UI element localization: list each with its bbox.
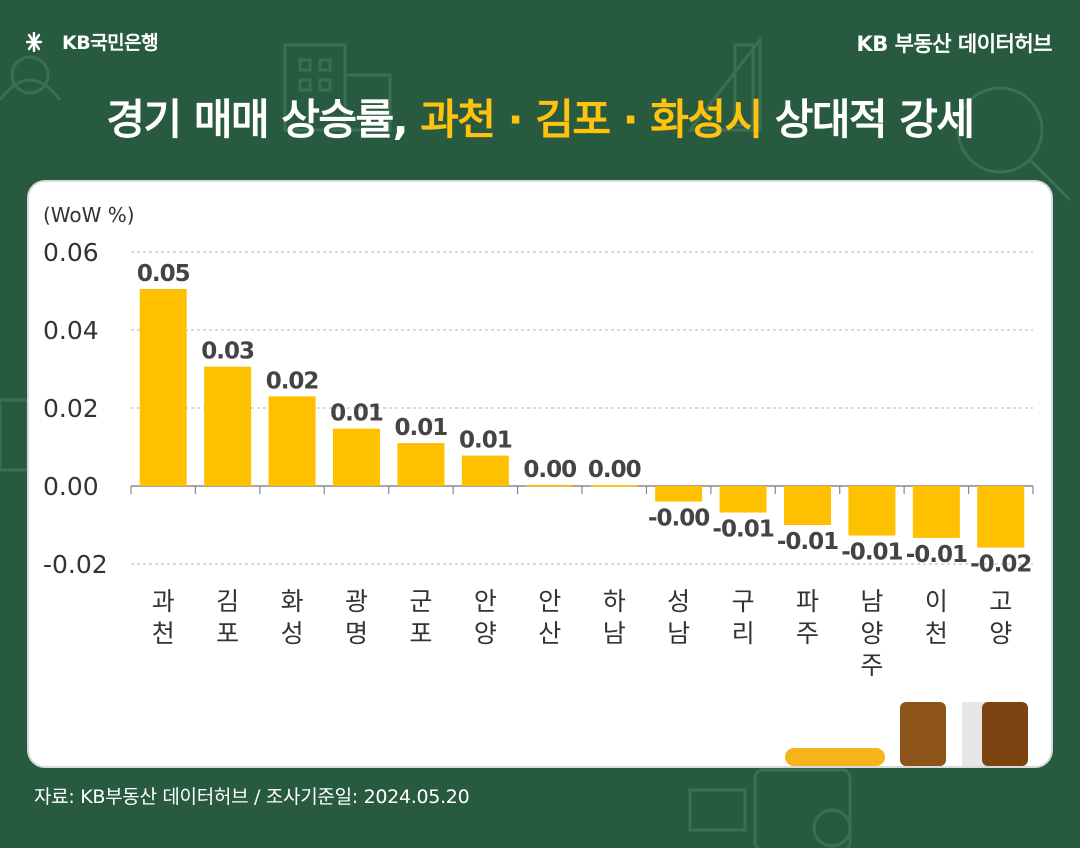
y-tick-label: 0.04	[43, 316, 99, 345]
data-label: 0.01	[459, 428, 512, 454]
decor-pencil	[785, 748, 885, 766]
bar-성남	[655, 486, 703, 502]
decor-book-right	[982, 702, 1028, 766]
data-label: -0.02	[970, 552, 1031, 578]
bar-chart: (WoW %) 0.06 0.04 0.02 0.00 -0.02 0.05 과 천 0.03 김 포…	[43, 203, 1034, 766]
data-label: 0.01	[330, 401, 383, 427]
bar-과천	[139, 289, 187, 486]
chart-card: (WoW %) 0.06 0.04 0.02 0.00 -0.02 0.05 과 천 0.03 김 포…	[27, 180, 1053, 768]
data-label: -0.01	[712, 517, 773, 543]
bar-구리	[719, 486, 767, 513]
bar-파주	[784, 486, 831, 525]
bar-김포	[204, 366, 252, 486]
data-label: 0.05	[137, 261, 190, 287]
data-label: 0.00	[523, 457, 576, 483]
y-tick-label: -0.02	[43, 550, 108, 579]
y-tick-label: 0.06	[43, 238, 99, 267]
bar-광명	[333, 428, 380, 486]
source-note: 자료: KB부동산 데이터허브 / 조사기준일: 2024.05.20	[34, 786, 470, 808]
y-tick-label: 0.00	[43, 472, 99, 501]
bar-남양주	[848, 486, 896, 536]
data-label: -0.01	[906, 542, 967, 568]
data-label: 0.00	[588, 457, 641, 483]
bar-안양	[461, 455, 509, 486]
brand-name: KB국민은행	[62, 32, 159, 54]
page-title: 경기 매매 상승률, 과천 · 김포 · 화성시 상대적 강세	[0, 86, 1080, 147]
kb-bank-logo: KB국민은행	[26, 28, 159, 55]
data-label: -0.01	[777, 529, 838, 555]
bar-이천	[912, 486, 960, 538]
unit-label: (WoW %)	[43, 203, 135, 227]
bar-하남	[590, 485, 638, 487]
title-highlight: 과천 · 김포 · 화성시	[420, 95, 763, 144]
y-tick-label: 0.02	[43, 394, 99, 423]
data-label: -0.00	[648, 506, 709, 532]
data-label: 0.01	[395, 415, 448, 441]
data-label: 0.02	[266, 368, 319, 394]
title-prefix: 경기 매매 상승률,	[106, 95, 421, 144]
bar-화성	[268, 396, 316, 486]
data-label: -0.01	[841, 540, 902, 566]
data-label: 0.03	[201, 339, 254, 365]
bar-안산	[526, 484, 574, 487]
bar-고양	[977, 486, 1025, 548]
data-hub-label: KB 부동산 데이터허브	[856, 32, 1053, 56]
decor-book-left	[900, 702, 946, 766]
kb-star-icon	[26, 31, 43, 52]
bar-군포	[397, 443, 445, 486]
title-suffix: 상대적 강세	[761, 95, 975, 144]
